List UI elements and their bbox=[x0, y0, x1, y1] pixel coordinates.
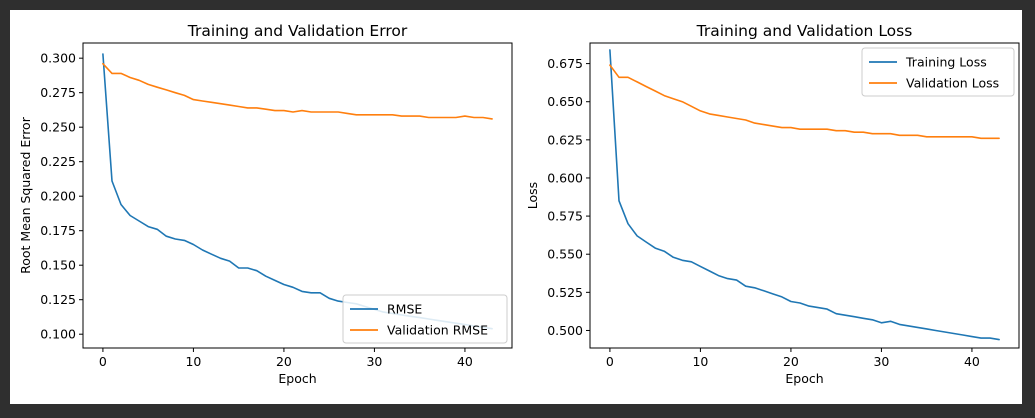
x-tick-label: 20 bbox=[783, 354, 799, 369]
y-tick-label: 0.675 bbox=[547, 56, 583, 71]
y-tick-label: 0.250 bbox=[40, 120, 76, 135]
series-line-training bbox=[609, 49, 1000, 341]
x-axis-label: Epoch bbox=[785, 371, 823, 386]
x-tick-label: 20 bbox=[276, 354, 292, 369]
axes-frame bbox=[82, 42, 513, 349]
x-tick-label: 10 bbox=[185, 354, 201, 369]
chart-title: Training and Validation Error bbox=[187, 22, 408, 40]
figure: Training and Validation Error 0 10 20 30 40 0.… bbox=[10, 10, 1022, 404]
legend-label-training: Training Loss bbox=[905, 55, 987, 70]
y-tick-label: 0.625 bbox=[547, 132, 583, 147]
y-tick-label: 0.575 bbox=[547, 209, 583, 224]
x-tick-label: 30 bbox=[873, 354, 889, 369]
series-line-training bbox=[102, 53, 493, 330]
y-tick-label: 0.100 bbox=[40, 327, 76, 342]
series-line-validation bbox=[609, 64, 1000, 140]
series-line-validation bbox=[102, 62, 493, 120]
x-tick-label: 0 bbox=[606, 354, 614, 369]
y-tick-label: 0.225 bbox=[40, 154, 76, 169]
y-tick-label: 0.275 bbox=[40, 85, 76, 100]
chart-title: Training and Validation Loss bbox=[696, 22, 913, 40]
legend-label-validation: Validation Loss bbox=[906, 76, 999, 91]
x-tick-label: 40 bbox=[457, 354, 473, 369]
y-tick-label: 0.500 bbox=[547, 323, 583, 338]
x-tick-label: 10 bbox=[692, 354, 708, 369]
chart-canvas: Training and Validation Error 0 10 20 30 40 0.… bbox=[18, 22, 1020, 386]
x-tick-label: 40 bbox=[964, 354, 980, 369]
y-tick-label: 0.175 bbox=[40, 223, 76, 238]
legend-label-training: RMSE bbox=[387, 302, 422, 317]
legend-label-validation: Validation RMSE bbox=[387, 323, 488, 338]
x-tick-label: 0 bbox=[99, 354, 107, 369]
y-axis-label: Root Mean Squared Error bbox=[18, 116, 33, 274]
y-tick-label: 0.200 bbox=[40, 189, 76, 204]
y-tick-label: 0.650 bbox=[547, 94, 583, 109]
x-tick-label: 30 bbox=[366, 354, 382, 369]
y-tick-label: 0.150 bbox=[40, 258, 76, 273]
axes-frame bbox=[589, 42, 1020, 349]
y-tick-label: 0.550 bbox=[547, 247, 583, 262]
y-tick-label: 0.300 bbox=[40, 51, 76, 66]
y-axis-label: Loss bbox=[525, 182, 540, 209]
legend bbox=[861, 47, 1015, 97]
y-tick-label: 0.125 bbox=[40, 292, 76, 307]
y-tick-label: 0.600 bbox=[547, 170, 583, 185]
legend bbox=[342, 294, 508, 344]
y-tick-label: 0.525 bbox=[547, 285, 583, 300]
x-axis-label: Epoch bbox=[278, 371, 316, 386]
